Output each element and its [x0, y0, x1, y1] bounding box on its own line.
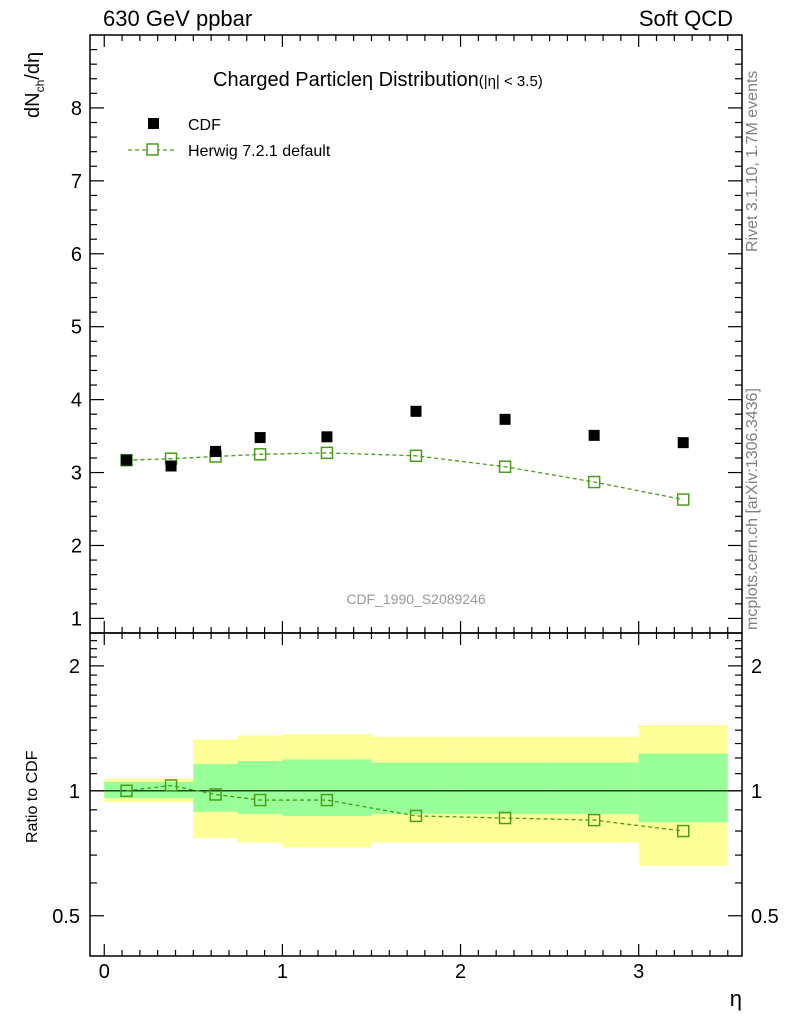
- y-tick-label-main: 8: [71, 98, 82, 120]
- cdf-point: [499, 413, 511, 425]
- herwig-point-main: [676, 493, 690, 506]
- herwig-point-main: [253, 448, 267, 461]
- y-tick-label-ratio-right: 1: [751, 781, 762, 803]
- stat-band-bin: [460, 762, 550, 814]
- y-tick-label-ratio-left: 2: [69, 656, 80, 678]
- legend-label-herwig: Herwig 7.2.1 default: [188, 143, 331, 160]
- mcplots-label: mcplots.cern.ch [arXiv:1306.3436]: [744, 388, 761, 630]
- cdf-point: [165, 460, 177, 472]
- cdf-point: [321, 431, 333, 443]
- cdf-point: [254, 432, 266, 444]
- herwig-series-main: [120, 446, 690, 506]
- y-tick-label-main: 5: [71, 317, 82, 339]
- x-tick-label: 0: [99, 961, 110, 983]
- herwig-point-main: [498, 460, 512, 473]
- y-tick-label-main: 4: [71, 390, 82, 412]
- y-axis-label-main: dNch/dη: [22, 52, 47, 118]
- plot-header-left: 630 GeV ppbar: [103, 6, 253, 31]
- ratio-panel-frame: [89, 632, 743, 957]
- herwig-point-ratio: [498, 811, 512, 825]
- rivet-version-label: Rivet 3.1.10, 1.7M events: [744, 70, 761, 252]
- y-tick-label-main: 2: [71, 535, 82, 557]
- cdf-point: [121, 454, 133, 466]
- stat-band-bin: [638, 753, 728, 823]
- x-tick-label: 2: [455, 961, 466, 983]
- herwig-point-ratio: [587, 813, 601, 827]
- cdf-point: [588, 429, 600, 441]
- stat-band-bin: [193, 764, 238, 812]
- cdf-point: [410, 405, 422, 417]
- cdf-point: [677, 437, 689, 449]
- legend-label-cdf: CDF: [188, 117, 221, 134]
- y-tick-label-ratio-right: 0.5: [751, 906, 779, 928]
- herwig-point-ratio: [209, 788, 222, 801]
- x-tick-label: 1: [277, 961, 288, 983]
- y-axis-label-ratio: Ratio to CDF: [24, 750, 41, 843]
- herwig-point-main: [409, 449, 423, 463]
- cdf-series-main: [121, 405, 689, 472]
- herwig-point-ratio: [120, 784, 133, 798]
- herwig-point-main: [587, 475, 601, 489]
- x-tick-label: 3: [633, 961, 644, 983]
- y-tick-label-main: 7: [71, 171, 82, 193]
- herwig-line-main: [126, 452, 684, 501]
- stat-band-bin: [282, 759, 372, 816]
- y-tick-label-ratio-right: 2: [751, 656, 762, 678]
- cdf-point: [210, 445, 222, 457]
- herwig-series-ratio: [120, 779, 690, 838]
- legend-marker-herwig: [146, 143, 159, 156]
- analysis-watermark: CDF_1990_S2089246: [346, 591, 486, 607]
- stat-band-bin: [371, 762, 461, 814]
- herwig-point-ratio: [164, 779, 178, 792]
- plot-header-right: Soft QCD: [638, 6, 733, 31]
- stat-uncertainty-bands: [104, 753, 728, 823]
- y-tick-label-main: 1: [71, 608, 82, 630]
- chart-title: Charged Particleη Distribution(|η| < 3.5…: [213, 69, 543, 91]
- legend-marker-cdf: [148, 118, 159, 129]
- axis-ticks: 0 1 2 3 1 2 3 4 5 6 7 8 0.5 0.5 1 1 2 2: [52, 35, 779, 983]
- herwig-point-ratio: [253, 793, 267, 807]
- x-axis-label: η: [730, 986, 742, 1011]
- y-tick-label-main: 6: [71, 244, 82, 266]
- herwig-line-ratio: [126, 784, 684, 832]
- herwig-point-main: [320, 446, 334, 460]
- herwig-point-ratio: [676, 824, 690, 838]
- herwig-point-ratio: [320, 793, 334, 807]
- y-tick-label-ratio-left: 1: [69, 781, 80, 803]
- y-tick-label-ratio-left: 0.5: [52, 906, 80, 928]
- y-tick-label-main: 3: [71, 463, 82, 485]
- stat-band-bin: [549, 762, 639, 814]
- herwig-point-ratio: [409, 809, 423, 823]
- stat-band-bin: [104, 782, 194, 799]
